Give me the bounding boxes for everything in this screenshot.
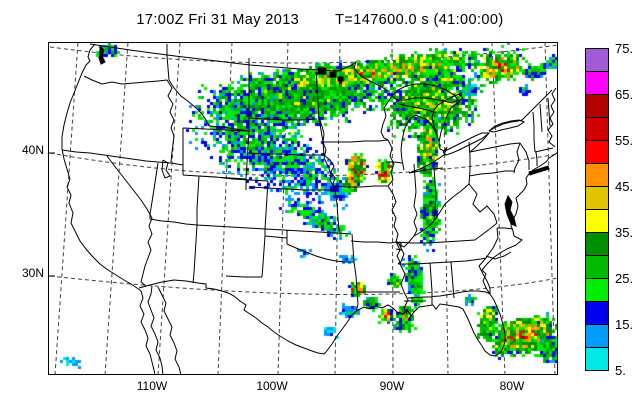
state-boundaries-west <box>62 44 268 286</box>
colorbar-cell-0 <box>585 48 609 72</box>
map-frame <box>48 42 558 375</box>
colorbar-tick-label-1: 65. <box>615 87 634 102</box>
coastline-gulf-atlantic <box>326 88 558 356</box>
border-canada <box>90 44 552 120</box>
lat-ticks <box>48 153 55 276</box>
colorbar-cell-5 <box>585 163 609 187</box>
colorbar-tick-label-4: 35. <box>615 225 634 240</box>
colorbar-cell-7 <box>585 209 609 233</box>
colorbar-tick-label-5: 25. <box>615 271 634 286</box>
plot-datetime: 17:00Z Fri 31 May 2013 <box>136 12 300 28</box>
colorbar-cell-11 <box>585 301 609 325</box>
state-boundaries-south <box>357 223 513 314</box>
great-lakes <box>392 84 524 173</box>
border-mexico <box>139 280 326 354</box>
great-salt-lake <box>162 160 170 178</box>
colorbar-cell-8 <box>585 232 609 256</box>
plot-forecast-timer: T=147600.0 s (41:00:00) <box>335 12 504 28</box>
colorbar-tick-label-0: 75. <box>615 41 634 56</box>
state-boundaries-plains <box>226 70 358 312</box>
chesapeake-bay <box>505 196 516 226</box>
lat-label-40n: 40N <box>21 143 44 157</box>
colorbar-tick-label-3: 45. <box>615 179 634 194</box>
lat-label-30n: 30N <box>21 266 44 280</box>
colorbar-tick-label-2: 55. <box>615 133 634 148</box>
long-island <box>529 166 549 175</box>
coastline-west-baja <box>62 44 181 375</box>
colorbar-cell-4 <box>585 140 609 164</box>
precipitation-layer <box>48 42 558 375</box>
lon-label-80w: 80W <box>499 379 525 393</box>
colorbar-cell-13 <box>585 347 609 371</box>
lake-of-the-woods <box>318 68 343 81</box>
colorbar-cell-6 <box>585 186 609 210</box>
lon-label-100w: 100W <box>256 379 288 393</box>
lon-label-90w: 90W <box>379 379 405 393</box>
lon-label-110w: 110W <box>136 379 168 393</box>
state-boundaries-midwest <box>323 96 470 250</box>
colorbar-tick-label-7: 5. <box>615 363 626 378</box>
state-boundaries-northeast <box>469 98 553 223</box>
colorbar-cell-3 <box>585 117 609 141</box>
colorbar-cell-10 <box>585 278 609 302</box>
colorbar-cell-12 <box>585 324 609 348</box>
puget-sound <box>99 46 105 64</box>
colorbar-cell-2 <box>585 94 609 118</box>
colorbar-cell-1 <box>585 71 609 95</box>
colorbar <box>585 48 609 371</box>
plot-title: 17:00Z Fri 31 May 2013 T=147600.0 s (41:… <box>0 12 640 28</box>
colorbar-tick-label-6: 15. <box>615 317 634 332</box>
colorbar-cell-9 <box>585 255 609 279</box>
basemap-layer <box>48 42 558 375</box>
